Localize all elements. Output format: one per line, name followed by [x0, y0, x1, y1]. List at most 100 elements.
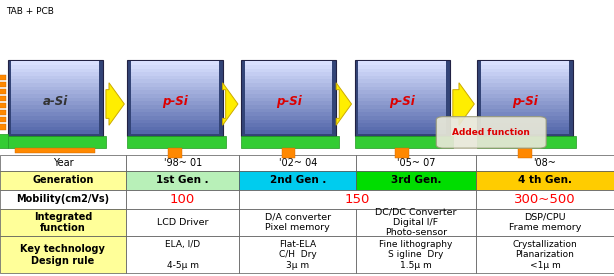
- Text: Added function: Added function: [453, 128, 530, 137]
- Text: D/A converter
Pixel memory: D/A converter Pixel memory: [265, 213, 331, 232]
- Polygon shape: [222, 83, 238, 125]
- Bar: [481, 79, 569, 83]
- Bar: [481, 120, 569, 123]
- Bar: [481, 112, 569, 116]
- Text: Crystallization
Planarization
<1μ m: Crystallization Planarization <1μ m: [513, 240, 577, 270]
- Bar: [131, 116, 219, 120]
- FancyBboxPatch shape: [127, 60, 222, 136]
- Bar: [244, 91, 333, 94]
- Bar: [0, 82, 6, 87]
- Text: DSP/CPU
Frame memory: DSP/CPU Frame memory: [509, 213, 581, 232]
- Bar: [356, 209, 476, 237]
- Bar: [359, 65, 446, 69]
- Text: 300~500: 300~500: [514, 193, 576, 206]
- Bar: [126, 155, 239, 171]
- Text: 2nd Gen .: 2nd Gen .: [270, 175, 326, 185]
- Bar: [239, 155, 356, 171]
- Bar: [131, 94, 219, 98]
- Bar: [239, 171, 356, 190]
- Bar: [7, 136, 106, 148]
- Bar: [131, 61, 219, 65]
- Text: Generation: Generation: [33, 175, 93, 185]
- Text: TAB + PCB: TAB + PCB: [6, 7, 54, 16]
- Bar: [131, 69, 219, 72]
- Bar: [0, 89, 6, 94]
- Text: '08~: '08~: [534, 158, 556, 168]
- Text: 150: 150: [345, 193, 370, 206]
- Text: DC/DC Converter
Digital I/F
Photo-sensor: DC/DC Converter Digital I/F Photo-sensor: [375, 208, 457, 237]
- Bar: [12, 108, 99, 112]
- Bar: [359, 120, 446, 123]
- Bar: [12, 87, 99, 91]
- Bar: [12, 98, 99, 101]
- Text: Key technology
Design rule: Key technology Design rule: [20, 244, 106, 266]
- Bar: [131, 83, 219, 87]
- Text: 100: 100: [170, 193, 195, 206]
- Bar: [168, 148, 182, 158]
- Bar: [359, 127, 446, 131]
- Bar: [359, 94, 446, 98]
- FancyBboxPatch shape: [436, 117, 546, 148]
- Bar: [244, 131, 333, 134]
- Text: '05~ 07: '05~ 07: [397, 158, 435, 168]
- Bar: [131, 123, 219, 127]
- Bar: [359, 98, 446, 101]
- Bar: [12, 131, 99, 134]
- Bar: [126, 171, 239, 190]
- Text: 3rd Gen.: 3rd Gen.: [391, 175, 441, 185]
- Bar: [395, 148, 409, 158]
- Bar: [0, 155, 126, 171]
- Bar: [12, 72, 99, 76]
- Bar: [359, 76, 446, 79]
- Bar: [0, 96, 6, 101]
- Bar: [126, 190, 239, 209]
- Bar: [244, 94, 333, 98]
- Bar: [359, 116, 446, 120]
- Bar: [131, 101, 219, 105]
- Bar: [359, 108, 446, 112]
- Bar: [481, 83, 569, 87]
- Bar: [12, 61, 99, 65]
- Bar: [126, 209, 239, 237]
- Bar: [244, 108, 333, 112]
- Bar: [131, 76, 219, 79]
- Bar: [481, 105, 569, 108]
- Bar: [12, 116, 99, 120]
- Text: Fine lithography
S igline  Dry
1.5μ m: Fine lithography S igline Dry 1.5μ m: [379, 240, 453, 270]
- Bar: [359, 79, 446, 83]
- Bar: [12, 101, 99, 105]
- Text: '98~ 01: '98~ 01: [163, 158, 202, 168]
- Bar: [244, 112, 333, 116]
- Bar: [359, 69, 446, 72]
- Bar: [359, 131, 446, 134]
- Bar: [481, 65, 569, 69]
- Polygon shape: [453, 83, 475, 125]
- Bar: [131, 108, 219, 112]
- Bar: [0, 209, 126, 237]
- Bar: [15, 148, 95, 153]
- Bar: [239, 209, 356, 237]
- Bar: [359, 87, 446, 91]
- Bar: [481, 123, 569, 127]
- Bar: [12, 76, 99, 79]
- Bar: [244, 98, 333, 101]
- Text: ELA, I/D

4-5μ m: ELA, I/D 4-5μ m: [165, 240, 200, 270]
- Text: Flat-ELA
C/H  Dry
3μ m: Flat-ELA C/H Dry 3μ m: [279, 240, 317, 270]
- Bar: [239, 237, 356, 273]
- Bar: [481, 108, 569, 112]
- Bar: [244, 120, 333, 123]
- Bar: [359, 72, 446, 76]
- Bar: [244, 87, 333, 91]
- Bar: [0, 75, 6, 80]
- Bar: [476, 237, 614, 273]
- Text: p-Si: p-Si: [276, 95, 301, 108]
- Bar: [356, 171, 476, 190]
- Bar: [0, 110, 6, 115]
- Bar: [478, 136, 576, 148]
- Bar: [476, 155, 614, 171]
- Bar: [518, 148, 532, 158]
- Bar: [12, 65, 99, 69]
- Text: 4 th Gen.: 4 th Gen.: [518, 175, 572, 185]
- Bar: [481, 116, 569, 120]
- Bar: [244, 105, 333, 108]
